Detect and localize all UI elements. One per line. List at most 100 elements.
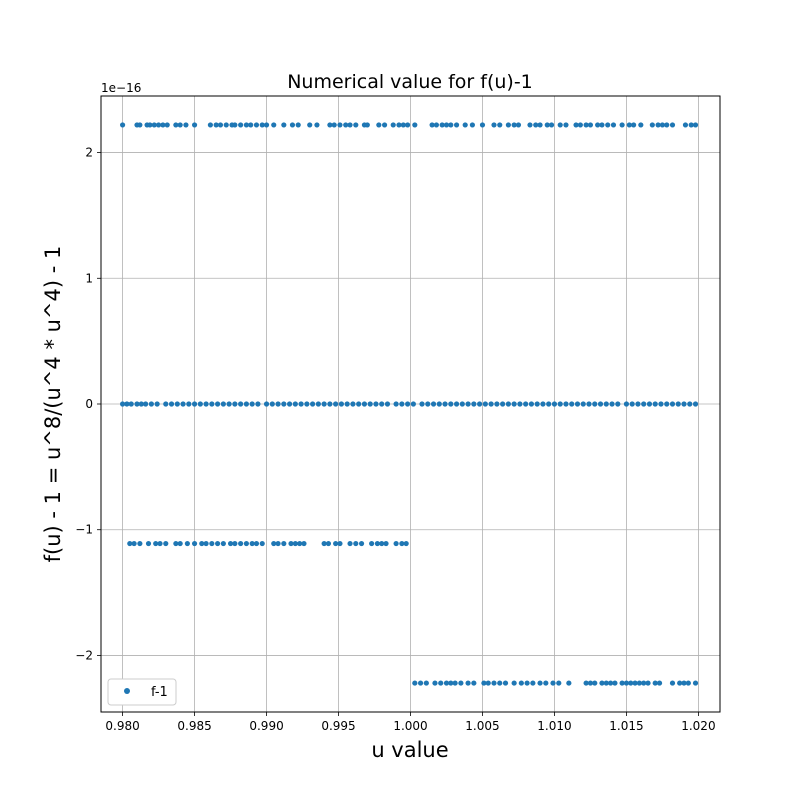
data-point <box>213 122 219 128</box>
data-point <box>533 122 539 128</box>
data-point <box>249 401 255 407</box>
data-point <box>632 680 638 686</box>
data-point <box>153 540 159 547</box>
data-point <box>331 122 337 128</box>
data-point <box>682 122 689 128</box>
data-point <box>557 122 563 128</box>
data-point <box>586 401 592 407</box>
data-point <box>497 122 503 128</box>
data-point <box>148 401 154 407</box>
data-point <box>692 122 699 128</box>
data-point <box>458 680 464 686</box>
data-point <box>255 401 261 407</box>
data-point <box>623 401 630 407</box>
data-point <box>295 122 301 128</box>
data-point <box>537 122 543 128</box>
data-point <box>610 122 617 128</box>
x-tick-label: 1.020 <box>681 719 715 733</box>
data-point <box>629 401 635 407</box>
data-point <box>607 680 614 686</box>
data-point <box>119 401 126 407</box>
data-point <box>373 401 379 407</box>
data-point <box>481 680 487 686</box>
data-point <box>215 401 221 407</box>
data-point <box>379 401 385 407</box>
data-point <box>417 680 424 686</box>
data-point <box>347 122 353 128</box>
data-point <box>223 122 229 128</box>
data-point <box>344 401 350 407</box>
data-point <box>603 680 609 686</box>
data-point <box>432 680 438 686</box>
data-point <box>469 122 475 128</box>
data-point <box>191 401 198 407</box>
data-point <box>482 401 488 407</box>
x-tick-label: 0.990 <box>249 719 283 733</box>
data-point <box>623 680 630 686</box>
data-point <box>376 122 382 128</box>
data-point <box>587 680 594 686</box>
data-point <box>550 680 556 686</box>
data-point <box>430 401 437 407</box>
data-point <box>177 122 183 128</box>
data-point <box>220 540 226 547</box>
data-point <box>119 122 126 128</box>
data-point <box>184 540 190 547</box>
data-point <box>128 401 134 407</box>
data-point <box>664 401 670 407</box>
y-tick-label: −1 <box>75 523 93 537</box>
data-point <box>384 401 391 407</box>
data-point <box>307 122 313 128</box>
data-point <box>405 122 411 128</box>
data-point <box>443 680 450 686</box>
data-point <box>681 680 687 686</box>
data-point <box>281 122 287 128</box>
data-point <box>609 401 615 407</box>
data-point <box>465 680 471 686</box>
data-point <box>220 401 226 407</box>
data-point <box>485 680 491 686</box>
data-point <box>517 401 523 407</box>
data-point <box>436 401 442 407</box>
data-point <box>337 540 343 547</box>
data-point <box>379 540 385 547</box>
data-point <box>399 540 405 547</box>
data-point <box>199 540 205 547</box>
data-point <box>180 401 186 407</box>
data-point <box>238 401 244 407</box>
data-point <box>688 122 694 128</box>
data-point <box>186 401 192 407</box>
data-point <box>619 122 625 128</box>
data-point <box>655 122 661 128</box>
data-point <box>163 401 169 407</box>
data-point <box>390 122 396 128</box>
data-point <box>275 540 281 547</box>
x-tick-label: 1.010 <box>537 719 571 733</box>
data-point <box>297 540 303 547</box>
data-point <box>583 680 589 686</box>
data-point <box>321 540 327 547</box>
data-point <box>243 540 249 547</box>
x-tick-label: 0.995 <box>321 719 355 733</box>
data-point <box>310 401 316 407</box>
data-point <box>459 401 465 407</box>
data-point <box>491 122 497 128</box>
data-point <box>595 122 601 128</box>
data-point <box>659 122 666 128</box>
data-point <box>248 122 254 128</box>
data-point <box>636 680 642 686</box>
data-point <box>569 401 575 407</box>
data-point <box>511 122 517 128</box>
data-point <box>515 122 522 128</box>
data-point <box>583 122 589 128</box>
data-point <box>453 401 460 407</box>
data-point <box>631 122 637 128</box>
data-point <box>505 401 511 407</box>
legend: f-1 <box>107 678 177 706</box>
data-point <box>396 122 402 128</box>
data-point <box>669 680 676 686</box>
data-point <box>292 401 298 407</box>
data-point <box>612 680 618 686</box>
data-point <box>147 122 153 128</box>
